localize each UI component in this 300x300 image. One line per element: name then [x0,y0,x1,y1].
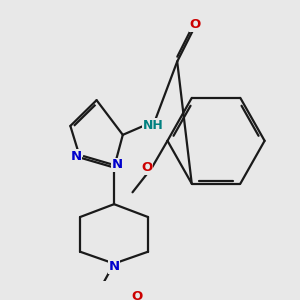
Text: O: O [190,18,201,31]
Text: NH: NH [143,119,164,132]
Text: N: N [109,260,120,274]
Text: N: N [111,158,122,171]
Text: O: O [131,290,142,300]
Text: O: O [141,161,152,174]
Text: N: N [70,150,81,163]
